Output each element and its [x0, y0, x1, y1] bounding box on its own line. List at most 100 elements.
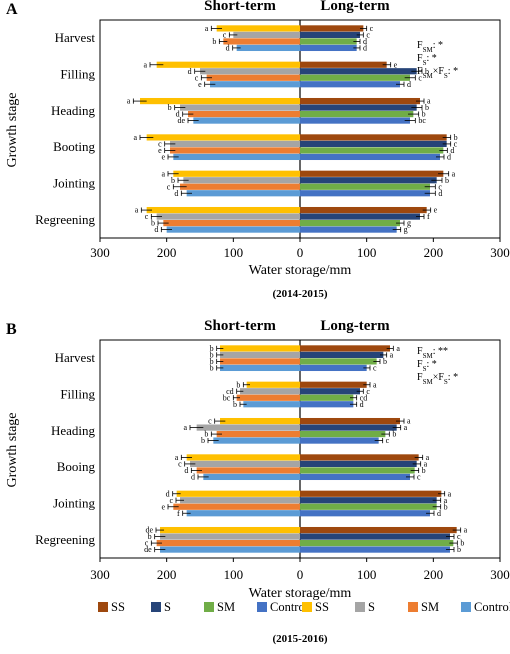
- bar-short-term: [166, 226, 300, 233]
- bar-short-term: [236, 394, 300, 401]
- bar-long-term: [300, 364, 367, 372]
- significance-letter: c: [370, 24, 374, 33]
- bar-short-term: [160, 526, 300, 534]
- significance-letter: f: [427, 212, 430, 221]
- bar-long-term: [300, 219, 400, 227]
- significance-letter: cd: [360, 393, 368, 402]
- bar-long-term: [300, 394, 354, 401]
- long-term-title: Long-term: [320, 318, 390, 334]
- bar-short-term: [220, 345, 300, 352]
- significance-letter: c: [418, 73, 422, 82]
- significance-letter: a: [135, 206, 139, 215]
- significance-letter: e: [161, 153, 165, 162]
- bar-long-term: [300, 183, 430, 190]
- significance-letter: a: [448, 489, 452, 498]
- significance-letter: b: [204, 430, 208, 439]
- significance-letter: b: [392, 430, 396, 439]
- significance-letter: b: [148, 532, 152, 541]
- bar-short-term: [213, 437, 300, 444]
- bar-long-term: [300, 38, 357, 45]
- f-statistic: FS: *: [417, 359, 437, 373]
- category-label: Heading: [51, 423, 96, 438]
- significance-letter: e: [158, 146, 162, 155]
- bar-long-term: [300, 81, 400, 88]
- bar-short-term: [220, 417, 300, 425]
- f-statistic: FSM: *: [417, 40, 443, 54]
- bar-short-term: [246, 381, 300, 388]
- significance-letter: b: [210, 364, 214, 373]
- significance-letter: b: [168, 103, 172, 112]
- bar-short-term: [188, 110, 300, 118]
- bar-short-term: [140, 97, 300, 105]
- significance-letter: c: [145, 539, 149, 548]
- x-tick-label: 200: [424, 245, 444, 260]
- bar-long-term: [300, 539, 454, 547]
- significance-letter: a: [390, 351, 394, 360]
- long-term-title: Long-term: [320, 0, 390, 14]
- x-tick-label: 200: [424, 567, 444, 582]
- bar-long-term: [300, 117, 410, 124]
- bar-short-term: [183, 177, 300, 184]
- x-axis-label: Water storage/mm: [249, 263, 352, 278]
- bar-long-term: [300, 147, 444, 154]
- significance-letter: d: [407, 80, 411, 89]
- bar-long-term: [300, 460, 417, 468]
- bar-short-term: [186, 454, 300, 461]
- bar-short-term: [146, 134, 300, 141]
- bar-long-term: [300, 74, 410, 81]
- panel-label: A: [6, 1, 18, 18]
- significance-letter: b: [171, 176, 175, 185]
- bar-long-term: [300, 454, 419, 461]
- bar-short-term: [243, 401, 300, 408]
- significance-letter: e: [434, 206, 438, 215]
- bar-short-term: [200, 68, 300, 75]
- significance-letter: b: [457, 545, 461, 554]
- y-axis-label: Growth stage: [5, 92, 20, 167]
- significance-letter: a: [396, 344, 400, 353]
- bar-short-term: [160, 546, 300, 553]
- bar-long-term: [300, 190, 430, 197]
- significance-letter: c: [366, 387, 370, 396]
- category-label: Harvest: [55, 30, 96, 45]
- significance-letter: a: [444, 496, 448, 505]
- significance-letter: a: [452, 169, 456, 178]
- bar-long-term: [300, 134, 447, 141]
- legend-label: S: [368, 600, 375, 614]
- bar-long-term: [300, 213, 420, 220]
- significance-letter: c: [167, 182, 171, 191]
- significance-letter: de: [144, 545, 152, 554]
- significance-letter: d: [363, 37, 367, 46]
- category-label: Regreening: [35, 212, 95, 227]
- bar-short-term: [220, 364, 300, 372]
- significance-letter: a: [183, 423, 187, 432]
- year-label: (2015-2016): [273, 633, 328, 645]
- significance-letter: e: [198, 80, 202, 89]
- category-label: Filling: [60, 67, 95, 82]
- bar-long-term: [300, 61, 387, 68]
- significance-letter: c: [417, 473, 421, 482]
- bar-short-term: [196, 424, 300, 431]
- bar-long-term: [300, 206, 427, 214]
- significance-letter: d: [176, 110, 180, 119]
- x-tick-label: 0: [297, 245, 304, 260]
- significance-letter: a: [205, 24, 209, 33]
- bar-short-term: [186, 510, 300, 517]
- bar-long-term: [300, 473, 410, 481]
- significance-letter: a: [373, 380, 377, 389]
- category-label: Booting: [53, 139, 95, 154]
- bar-short-term: [220, 351, 300, 359]
- significance-letter: c: [169, 496, 173, 505]
- significance-letter: d: [184, 466, 188, 475]
- legend-swatch: [408, 602, 418, 612]
- significance-letter: c: [457, 532, 461, 541]
- bar-short-term: [170, 140, 300, 148]
- f-statistic: FSM: **: [417, 346, 448, 360]
- significance-letter: b: [422, 110, 426, 119]
- significance-letter: b: [425, 67, 429, 76]
- significance-letter: c: [158, 140, 162, 149]
- legend-label: SS: [315, 600, 329, 614]
- significance-letter: e: [161, 502, 165, 511]
- x-tick-label: 300: [490, 567, 510, 582]
- bar-short-term: [196, 467, 300, 474]
- bar-short-term: [146, 206, 300, 214]
